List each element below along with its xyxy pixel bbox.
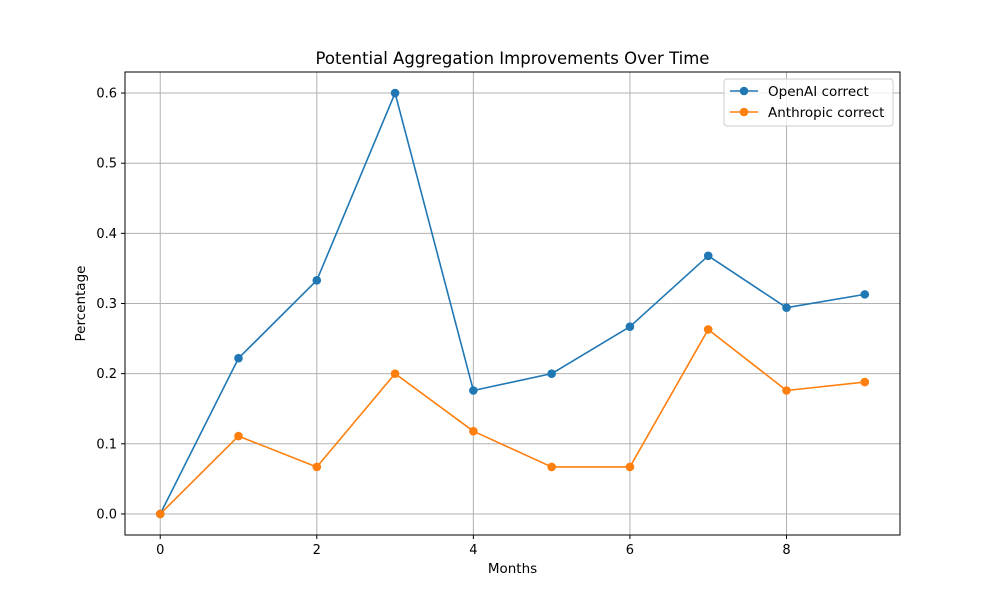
x-tick-label: 6	[626, 543, 634, 558]
y-axis-label: Percentage	[73, 266, 89, 342]
data-point	[782, 386, 791, 395]
legend-label: OpenAI correct	[768, 84, 869, 100]
series-layer	[155, 88, 870, 519]
data-point	[155, 509, 165, 519]
data-point	[234, 353, 243, 363]
data-point	[312, 462, 322, 472]
axis-ticks: 0 2 4 6 8 0.0 0.1 0.2 0.3 0.4 0.5 0.6	[96, 87, 790, 558]
chart-title: Potential Aggregation Improvements Over …	[316, 49, 710, 68]
series-line	[159, 328, 865, 515]
data-point	[469, 386, 478, 395]
data-point	[547, 369, 556, 378]
data-point	[703, 251, 713, 261]
legend-box	[723, 78, 894, 127]
data-point	[703, 325, 713, 334]
data-point	[390, 88, 400, 98]
data-point	[782, 303, 791, 313]
data-point	[860, 377, 870, 387]
x-tick-label: 2	[313, 543, 321, 558]
y-tick-label: 0.3	[96, 297, 117, 312]
x-tick-label: 0	[156, 543, 164, 558]
y-tick-label: 0.5	[96, 157, 117, 172]
data-point	[234, 431, 243, 441]
y-tick-label: 0.6	[96, 87, 117, 102]
legend-swatch-marker	[739, 86, 749, 96]
y-tick-label: 0.0	[96, 507, 117, 522]
series-line	[159, 92, 865, 515]
y-tick-label: 0.4	[96, 227, 117, 242]
legend-item: Anthropic correct	[730, 105, 884, 121]
x-axis-label: Months	[488, 561, 537, 577]
data-point	[547, 462, 556, 472]
data-point	[860, 290, 870, 299]
data-point	[625, 322, 635, 331]
data-point	[312, 276, 322, 285]
data-point	[469, 426, 478, 436]
data-point	[625, 462, 635, 472]
grid	[125, 72, 900, 535]
legend-item: OpenAI correct	[730, 84, 869, 100]
y-tick-label: 0.1	[96, 437, 117, 452]
y-tick-label: 0.2	[96, 367, 117, 382]
legend-label: Anthropic correct	[768, 105, 884, 121]
legend: OpenAI correct Anthropic correct	[723, 78, 894, 127]
legend-swatch-marker	[739, 107, 749, 117]
series-1	[155, 325, 870, 519]
x-tick-label: 8	[782, 543, 790, 558]
x-tick-label: 4	[469, 543, 477, 558]
data-point	[390, 369, 400, 378]
